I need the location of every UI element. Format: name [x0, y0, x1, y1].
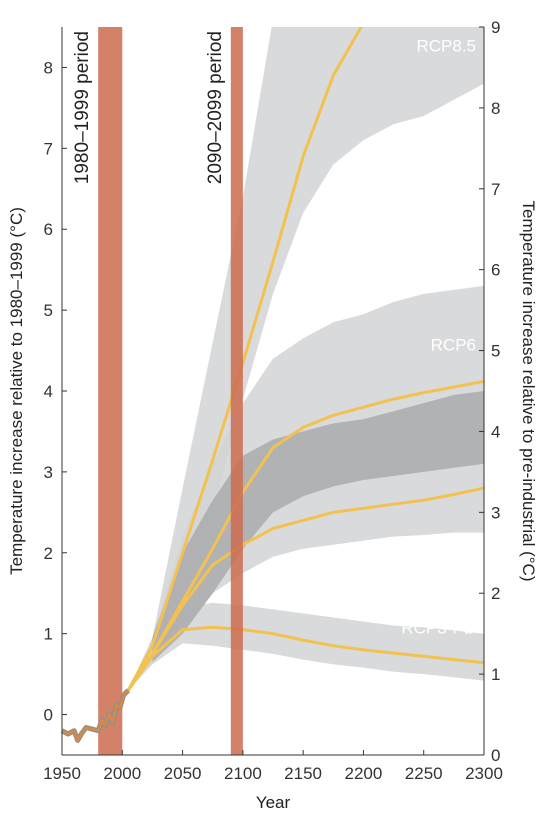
series-label-rcp8-5: RCP8.5 [416, 36, 476, 55]
y-left-tick-label: 2 [44, 544, 53, 563]
y-left-tick-label: 0 [44, 706, 53, 725]
y-right-tick-label: 1 [491, 665, 500, 684]
x-tick-label: 2050 [164, 764, 202, 783]
x-tick-label: 2000 [103, 764, 141, 783]
y-right-tick-label: 7 [491, 180, 500, 199]
band-rcp3-pd [128, 602, 484, 691]
x-tick-label: 2250 [405, 764, 443, 783]
series-label-rcp3-pd: RCP3-PD [401, 619, 476, 638]
y-right-tick-label: 9 [491, 18, 500, 37]
y-left-tick-label: 8 [44, 58, 53, 77]
plot-area [126, 27, 484, 692]
y-right-tick-label: 2 [491, 584, 500, 603]
period-bars [98, 27, 243, 755]
y-axis-left-title: Temperature increase relative to 1980–19… [7, 207, 26, 575]
line-rcp6 [127, 379, 484, 692]
y-left-tick-label: 3 [44, 463, 53, 482]
y-right-tick-label: 3 [491, 503, 500, 522]
period-bar-2090 [230, 27, 243, 755]
series-label-rcp4-5: RCP4.5 [416, 538, 476, 557]
y-left-tick-label: 7 [44, 139, 53, 158]
y-left-tick-label: 5 [44, 301, 53, 320]
line-rcp3-pd [127, 625, 484, 692]
x-tick-label: 2300 [465, 764, 503, 783]
line-rcp8-5 [126, 27, 363, 692]
x-tick-label: 2150 [284, 764, 322, 783]
period-bar-1980 [98, 27, 123, 755]
x-tick-label: 1950 [43, 764, 81, 783]
period-label-2090: 2090–2099 period [205, 31, 226, 184]
y-right-tick-label: 6 [491, 261, 500, 280]
y-left-tick-label: 6 [44, 220, 53, 239]
line-rcp4-5 [127, 486, 484, 692]
labels: 1980–1999 period 2090–2099 period RCP8.5 RC… [72, 31, 476, 638]
historical-line [61, 689, 130, 742]
y-left-tick-label: 4 [44, 382, 53, 401]
y-right-tick-label: 4 [491, 422, 500, 441]
series-label-rcp6: RCP6 [431, 336, 476, 355]
historical-layer [60, 688, 131, 743]
y-right-tick-label: 5 [491, 342, 500, 361]
x-tick-label: 2100 [224, 764, 262, 783]
y-left-tick-label: 1 [44, 625, 53, 644]
y-right-tick-label: 8 [491, 99, 500, 118]
x-tick-label: 2200 [344, 764, 382, 783]
y-right-tick-label: 0 [491, 746, 500, 765]
y-axis-right-title: Temperature increase relative to pre-ind… [519, 201, 538, 582]
x-axis-title: Year [256, 793, 291, 812]
period-label-1980: 1980–1999 period [72, 31, 93, 184]
band-overlap-rcp45-rcp6 [152, 391, 484, 662]
axes: 1950 2000 2050 2100 2150 2200 2250 230001234567… [43, 18, 503, 783]
